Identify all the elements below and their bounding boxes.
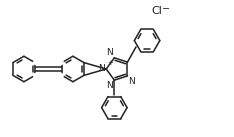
- Text: −: −: [162, 4, 170, 14]
- Text: +: +: [107, 60, 113, 66]
- Text: N: N: [107, 81, 113, 90]
- Text: N: N: [99, 65, 105, 73]
- Text: N: N: [107, 48, 113, 57]
- Text: N: N: [128, 77, 135, 86]
- Text: Cl: Cl: [151, 6, 162, 16]
